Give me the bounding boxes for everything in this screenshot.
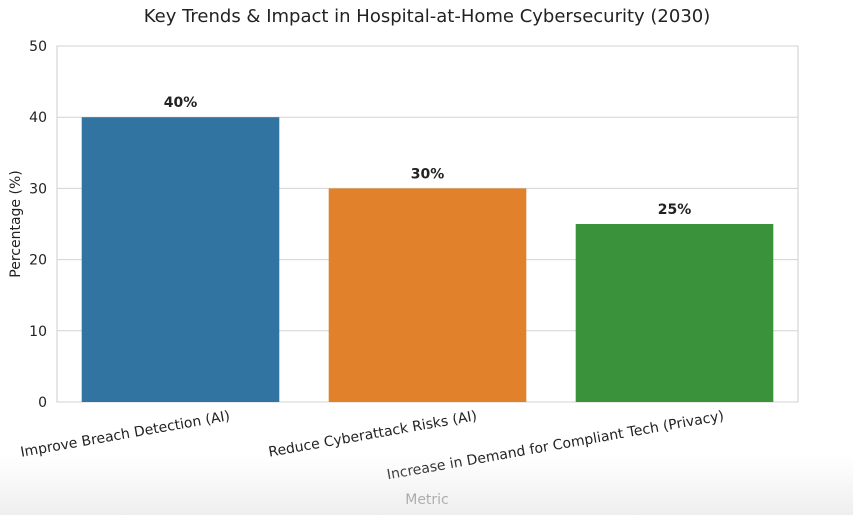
bar xyxy=(328,188,527,402)
bar-value-labels: 40% 30% 25% xyxy=(164,95,692,218)
y-tick-label: 40 xyxy=(29,110,47,126)
bar-value-label: 25% xyxy=(658,202,692,218)
y-axis-label: Percentage (%) xyxy=(8,170,24,277)
y-tick-label: 20 xyxy=(29,253,47,269)
x-axis-label: Metric xyxy=(405,492,449,508)
x-axis-ticks: Improve Breach Detection (AI) Reduce Cybe… xyxy=(19,408,725,483)
bar xyxy=(575,224,774,402)
y-tick-label: 50 xyxy=(29,39,47,55)
bars xyxy=(81,117,774,402)
y-axis-ticks: 0 10 20 30 40 50 xyxy=(29,39,47,411)
y-tick-label: 30 xyxy=(29,181,47,197)
chart-title: Key Trends & Impact in Hospital-at-Home … xyxy=(144,6,711,27)
y-tick-label: 0 xyxy=(38,395,47,411)
bar xyxy=(81,117,280,402)
x-tick-label: Reduce Cyberattack Risks (AI) xyxy=(267,408,478,460)
bar-value-label: 30% xyxy=(411,166,445,182)
y-tick-label: 10 xyxy=(29,324,47,340)
x-tick-label: Improve Breach Detection (AI) xyxy=(19,408,231,461)
bar-value-label: 40% xyxy=(164,95,198,111)
